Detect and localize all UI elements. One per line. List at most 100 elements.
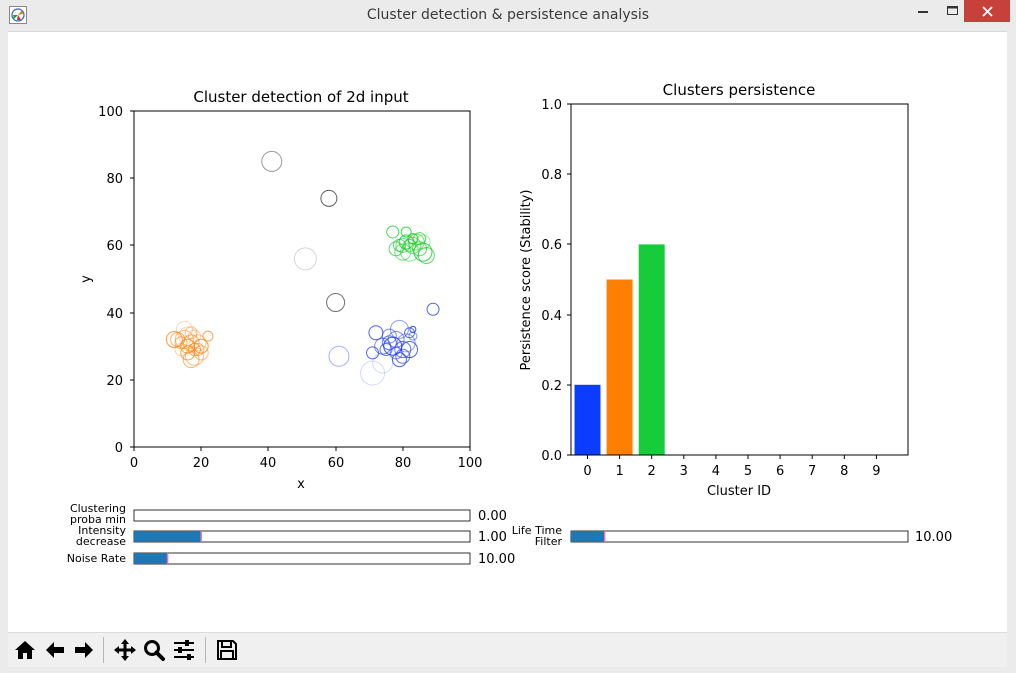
scatter-ytick-label: 20 xyxy=(106,374,123,389)
save-button[interactable] xyxy=(213,636,241,664)
bar-xtick-label: 8 xyxy=(840,464,848,479)
slider-fill xyxy=(571,531,605,542)
save-icon xyxy=(217,640,237,660)
scatter-point xyxy=(379,343,393,357)
minimize-icon xyxy=(918,11,928,13)
scatter-ylabel: y xyxy=(79,275,94,283)
close-button[interactable] xyxy=(964,0,1010,22)
home-button[interactable] xyxy=(11,636,39,664)
slider-life-time-filter[interactable]: Life Time Filter 10.00 xyxy=(512,524,952,548)
window-frame-bottom xyxy=(0,667,1016,673)
scatter-point xyxy=(182,334,200,352)
zoom-icon xyxy=(144,640,165,661)
window-frame-left xyxy=(0,31,8,673)
scatter-point xyxy=(400,242,420,262)
bar-xtick-label: 3 xyxy=(680,464,688,479)
scatter-point xyxy=(394,341,412,359)
slider-clustering-proba-min[interactable]: Clustering proba min 0.00 xyxy=(70,502,507,526)
minimize-button[interactable] xyxy=(906,0,940,22)
slider-value: 10.00 xyxy=(915,530,952,545)
scatter-point xyxy=(170,331,186,347)
scatter-point xyxy=(326,293,346,313)
bar-xtick-label: 1 xyxy=(615,464,623,479)
bar-ytick-label: 0.6 xyxy=(541,238,562,253)
slider-intensity-decrease[interactable]: Intensity decrease 1.00 xyxy=(76,524,507,548)
scatter-xtick-label: 40 xyxy=(260,456,277,471)
scatter-point xyxy=(408,331,418,341)
scatter-ytick-label: 40 xyxy=(106,307,123,322)
scatter-ytick-label: 0 xyxy=(115,441,123,456)
slider-label: decrease xyxy=(76,535,126,548)
scatter-point xyxy=(189,334,207,352)
slider-label: Clustering xyxy=(70,502,126,515)
scatter-yticks: 0 20 40 60 80 100 xyxy=(98,105,134,456)
scatter-point xyxy=(366,346,380,360)
scatter-point xyxy=(184,326,198,340)
scatter-point xyxy=(415,234,431,250)
forward-icon xyxy=(75,642,93,658)
scatter-point xyxy=(413,232,427,246)
back-button[interactable] xyxy=(41,636,69,664)
toolbar-separator xyxy=(205,637,206,663)
scatter-plot[interactable]: Cluster detection of 2d input 0 20 40 60… xyxy=(79,88,482,492)
bar-ytick-label: 0.4 xyxy=(541,309,562,324)
bar-cluster-1 xyxy=(606,279,633,455)
bar-plot[interactable]: Clusters persistence 0.0 0.2 0.4 0.6 0.8… xyxy=(519,81,909,499)
slider-track[interactable] xyxy=(133,552,471,565)
slider-value: 10.00 xyxy=(478,552,515,567)
slider-track[interactable] xyxy=(570,530,909,543)
pan-icon xyxy=(114,639,136,661)
scatter-xtick-label: 100 xyxy=(458,456,483,471)
zoom-button[interactable] xyxy=(140,636,168,664)
slider-label: proba min xyxy=(70,513,126,526)
bar-ylabel: Persistence score (Stability) xyxy=(519,190,534,371)
bar-xtick-label: 5 xyxy=(744,464,752,479)
slider-label: Noise Rate xyxy=(67,552,126,565)
bar-cluster-0 xyxy=(574,384,601,455)
bar-cluster-2 xyxy=(638,244,665,455)
forward-button[interactable] xyxy=(70,636,98,664)
slider-noise-rate[interactable]: Noise Rate 10.00 xyxy=(67,552,515,567)
scatter-point xyxy=(386,225,400,239)
scatter-point xyxy=(174,343,188,357)
bar-ytick-label: 0.2 xyxy=(541,379,562,394)
pan-button[interactable] xyxy=(111,636,139,664)
scatter-point xyxy=(395,237,411,253)
scatter-point xyxy=(405,224,427,246)
scatter-point xyxy=(193,345,209,361)
scatter-point xyxy=(372,352,394,374)
maximize-button[interactable] xyxy=(940,0,964,22)
scatter-point xyxy=(396,333,416,353)
scatter-marks xyxy=(165,150,440,386)
slider-fill xyxy=(134,553,168,564)
bar-ytick-label: 1.0 xyxy=(541,98,562,113)
bar-xtick-label: 4 xyxy=(712,464,720,479)
scatter-point xyxy=(320,189,338,207)
bar-axes-frame xyxy=(570,103,909,456)
figure-svg: Cluster detection of 2d input 0 20 40 60… xyxy=(67,81,952,567)
close-icon xyxy=(981,5,993,17)
window-title: Cluster detection & persistence analysis xyxy=(366,7,650,23)
bar-xlabel: Cluster ID xyxy=(707,484,771,499)
scatter-ytick-label: 80 xyxy=(106,172,123,187)
slider-track[interactable] xyxy=(133,509,471,522)
slider-label: Life Time xyxy=(512,524,562,537)
scatter-point xyxy=(387,330,405,348)
home-icon xyxy=(15,641,35,659)
scatter-point xyxy=(400,226,412,238)
slider-value: 1.00 xyxy=(478,530,507,545)
bar-xtick-label: 2 xyxy=(648,464,656,479)
scatter-point xyxy=(391,352,407,368)
scatter-xtick-label: 0 xyxy=(130,456,138,471)
scatter-axes-frame xyxy=(133,110,471,448)
configure-subplots-button[interactable] xyxy=(170,636,198,664)
figure-canvas[interactable]: Cluster detection of 2d input 0 20 40 60… xyxy=(8,32,1007,632)
scatter-point xyxy=(182,351,200,369)
bar-marks xyxy=(574,244,665,455)
bar-title: Clusters persistence xyxy=(663,81,816,99)
scatter-xtick-label: 20 xyxy=(193,456,210,471)
scatter-title: Cluster detection of 2d input xyxy=(193,88,408,106)
bar-xtick-label: 6 xyxy=(776,464,784,479)
scatter-point xyxy=(178,326,198,346)
scatter-xtick-label: 60 xyxy=(328,456,345,471)
